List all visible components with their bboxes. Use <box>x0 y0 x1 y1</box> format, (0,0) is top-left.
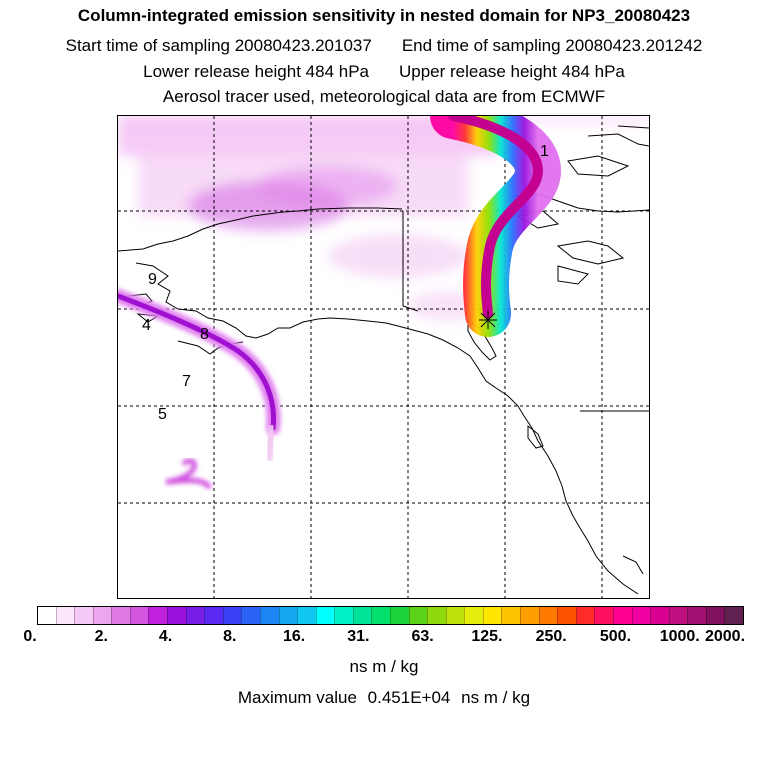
release-point-marker <box>479 311 497 329</box>
colorbar-swatch <box>501 607 521 624</box>
colorbar-tick-label: 4. <box>158 628 173 645</box>
colorbar-tick-label: 1000. <box>659 628 700 645</box>
sensitivity-map: 1 9 4 8 7 5 <box>111 93 650 599</box>
diffuse-sensitivity <box>118 116 649 321</box>
colorbar-swatch <box>241 607 260 624</box>
colorbar-tick-label: 8. <box>223 628 237 645</box>
colorbar-tick-label: 0. <box>23 628 37 645</box>
end-time-label: End time of sampling 20080423.201242 <box>401 36 703 55</box>
colorbar-swatch <box>334 607 353 624</box>
colorbar-tick-label: 2. <box>94 628 108 645</box>
colorbar-swatch <box>111 607 130 624</box>
colorbar-swatch <box>538 607 558 624</box>
colorbar-swatch <box>389 607 409 624</box>
tracer-info: Aerosol tracer used, meteorological data… <box>162 87 606 106</box>
colorbar-swatch <box>464 607 483 624</box>
trajectory-label-4: 4 <box>142 317 151 334</box>
colorbar-swatch <box>557 607 576 624</box>
trajectory-label-5: 5 <box>158 406 167 423</box>
colorbar-tick-label: 63. <box>411 628 434 645</box>
colorbar-swatch <box>92 607 112 624</box>
colorbar-swatch <box>687 607 706 624</box>
colorbar-swatch <box>259 607 279 624</box>
colorbar-swatch <box>204 607 223 624</box>
colorbar-swatch <box>74 607 93 624</box>
maximum-value-units: ns m / kg <box>461 688 531 707</box>
trajectory-label-9: 9 <box>148 271 157 288</box>
colorbar-swatch <box>148 607 168 624</box>
colorbar-swatch <box>278 607 298 624</box>
colorbar-swatch <box>55 607 75 624</box>
plume-2 <box>111 289 281 490</box>
colorbar <box>37 606 744 625</box>
colorbar-swatch <box>38 607 56 624</box>
map-canvas: 1 9 4 8 7 5 <box>111 93 650 598</box>
maximum-value: Maximum value 0.451E+04 ns m / kg <box>0 688 768 708</box>
colorbar-swatch <box>724 607 743 624</box>
colorbar-swatch <box>650 607 669 624</box>
maximum-value-number: 0.451E+04 <box>367 688 451 707</box>
trajectory-label-7: 7 <box>182 373 191 390</box>
colorbar-tick-label: 250. <box>535 628 567 645</box>
colorbar-swatch <box>427 607 446 624</box>
maximum-value-label: Maximum value <box>237 688 357 707</box>
colorbar-ticks: 0. 2. 4. 8. 16. 31. 63. 125. 250. 500. 1000. 2000. <box>0 628 768 650</box>
colorbar-tick-label: 500. <box>599 628 632 645</box>
colorbar-swatch <box>167 607 186 624</box>
colorbar-swatch <box>129 607 149 624</box>
colorbar-swatch <box>297 607 316 624</box>
colorbar-units: ns m / kg <box>349 657 419 676</box>
trajectory-label-1: 1 <box>540 143 549 160</box>
colorbar-swatch <box>594 607 613 624</box>
plot-title: Column-integrated emission sensitivity i… <box>77 6 691 25</box>
colorbar-swatch <box>705 607 725 624</box>
colorbar-tick-label: 31. <box>347 628 370 645</box>
colorbar-swatch <box>352 607 372 624</box>
colorbar-swatch <box>445 607 465 624</box>
upper-height-label: Upper release height 484 hPa <box>399 62 625 81</box>
start-time-label: Start time of sampling 20080423.201037 <box>65 36 372 55</box>
release-heights: Lower release height 484 hPa Upper relea… <box>0 62 768 82</box>
colorbar-swatch <box>222 607 242 624</box>
colorbar-swatch <box>612 607 632 624</box>
colorbar-tick-label: 125. <box>471 628 503 645</box>
colorbar-tick-label: 2000. <box>704 628 746 645</box>
lower-height-label: Lower release height 484 hPa <box>143 62 369 81</box>
colorbar-swatch <box>408 607 428 624</box>
plume-1 <box>430 93 562 337</box>
colorbar-swatch <box>668 607 688 624</box>
colorbar-swatch <box>631 607 651 624</box>
colorbar-swatch <box>520 607 539 624</box>
colorbar-swatch <box>371 607 390 624</box>
sampling-times: Start time of sampling 20080423.201037 E… <box>0 36 768 56</box>
trajectory-label-8: 8 <box>200 326 209 343</box>
colorbar-swatch <box>185 607 205 624</box>
colorbar-tick-label: 16. <box>282 628 306 645</box>
colorbar-swatch <box>315 607 335 624</box>
colorbar-swatch <box>575 607 595 624</box>
colorbar-swatch <box>482 607 502 624</box>
